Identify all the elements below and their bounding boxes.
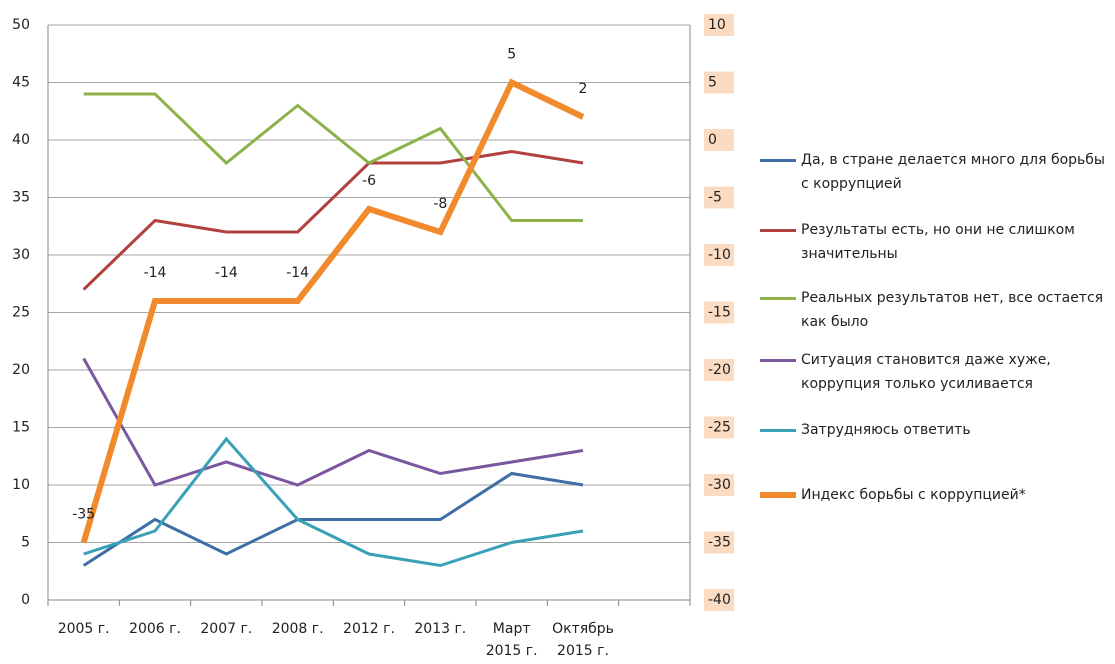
x-tick-label: 2012 г. (343, 621, 395, 637)
series-line (83, 436, 584, 568)
y2-label-bg (704, 244, 734, 266)
legend-swatch (760, 359, 796, 362)
y2-label-bg (704, 531, 734, 554)
x-tick-label: 2006 г. (129, 621, 181, 637)
y2-tick-label: -10 (708, 247, 731, 263)
data-label: -14 (286, 265, 309, 281)
x-tick-label: 2013 г. (414, 621, 467, 637)
legend-text: Ситуация становится даже хуже, коррупция… (801, 352, 1051, 392)
legend-text: Реальных результатов нет, все остается к… (801, 290, 1104, 330)
y2-tick-label: -30 (708, 477, 731, 493)
data-label: 5 (507, 47, 516, 63)
y-tick-label: 30 (12, 247, 30, 263)
y2-label-bg (704, 186, 734, 209)
y2-label-bg (704, 129, 734, 151)
y2-label-bg (704, 359, 734, 381)
y-tick-label: 0 (21, 592, 30, 608)
y2-tick-label: 5 (708, 75, 717, 91)
y2-tick-label: -20 (708, 362, 731, 378)
legend-item: Да, в стране делается много для борьбы с… (760, 148, 1110, 196)
data-label: -8 (433, 196, 447, 212)
y-tick-label: 10 (12, 477, 30, 493)
legend-swatch (760, 159, 796, 162)
x-tick-label: Октябрь 2015 г. (552, 621, 614, 659)
x-tick-label: Март 2015 г. (485, 621, 538, 659)
legend-swatch (760, 429, 796, 432)
y-tick-label: 25 (12, 305, 30, 321)
legend-item: Реальных результатов нет, все остается к… (760, 286, 1110, 334)
data-label: -35 (72, 507, 95, 523)
y2-tick-label: -25 (708, 420, 731, 436)
data-label: 2 (579, 81, 588, 97)
y-tick-label: 15 (12, 420, 30, 436)
x-tick-label: 2005 г. (57, 621, 110, 637)
y2-label-bg (704, 14, 734, 36)
legend-text: Индекс борьбы с коррупцией* (801, 487, 1026, 503)
y-tick-label: 45 (12, 75, 30, 91)
y2-label-bg (704, 474, 734, 496)
legend-item: Затрудняюсь ответить (760, 418, 1110, 442)
legend-item: Результаты есть, но они не слишком значи… (760, 218, 1110, 266)
legend-text: Да, в стране делается много для борьбы с… (801, 152, 1105, 192)
series-line (80, 78, 585, 544)
y-tick-label: 35 (12, 190, 30, 206)
y-tick-label: 5 (21, 535, 30, 551)
series-line (82, 357, 584, 487)
y2-tick-label: 10 (708, 17, 726, 33)
y2-label-bg (704, 416, 734, 439)
series-line (82, 471, 584, 567)
legend-item: Ситуация становится даже хуже, коррупция… (760, 348, 1110, 396)
legend-text: Затрудняюсь ответить (801, 422, 971, 438)
legend-swatch (760, 492, 796, 498)
legend-text: Результаты есть, но они не слишком значи… (801, 222, 1075, 262)
y2-label-bg (704, 301, 734, 324)
y2-label-bg (704, 71, 734, 94)
y2-tick-label: -40 (708, 592, 731, 608)
x-tick-label: 2008 г. (271, 621, 324, 637)
series-line (82, 149, 584, 291)
legend-swatch (760, 229, 796, 232)
y2-tick-label: 0 (708, 132, 717, 148)
data-label: -14 (144, 265, 167, 281)
y-tick-label: 40 (12, 132, 30, 148)
data-label: -14 (215, 265, 238, 281)
y2-label-bg (704, 589, 734, 611)
legend-item: Индекс борьбы с коррупцией* (760, 483, 1110, 507)
y-tick-label: 50 (12, 17, 30, 33)
y2-tick-label: -5 (708, 190, 722, 206)
data-label: -6 (362, 173, 376, 189)
y2-tick-label: -15 (708, 305, 731, 321)
x-tick-label: 2007 г. (200, 621, 253, 637)
y2-tick-label: -35 (708, 535, 731, 551)
series-line (83, 92, 583, 222)
legend-swatch (760, 297, 796, 300)
y-tick-label: 20 (12, 362, 30, 378)
